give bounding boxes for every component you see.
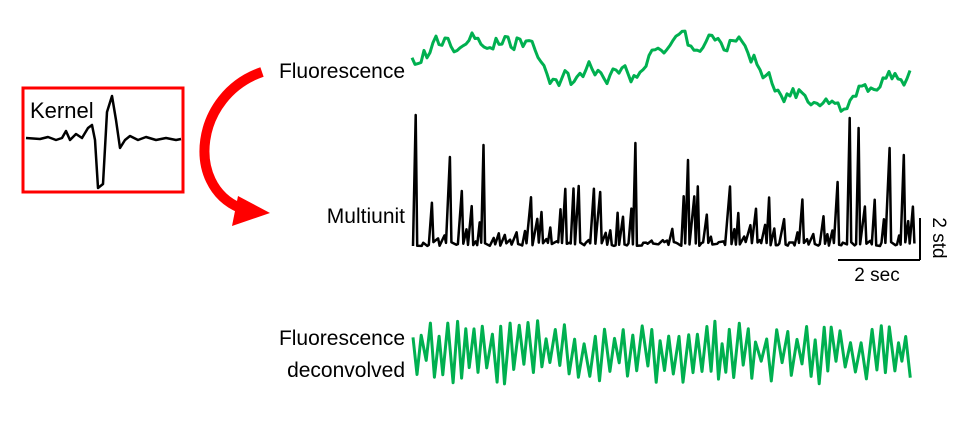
fluorescence-trace: [410, 29, 912, 113]
multiunit-trace: [411, 113, 916, 248]
kernel-label: Kernel: [30, 98, 94, 123]
curved-arrow-head: [232, 196, 270, 226]
deconvolved-trace: [411, 319, 912, 386]
scale-bar-time-label: 2 sec: [854, 265, 899, 286]
kernel-trace: [25, 94, 182, 190]
multiunit-label: Multiunit: [327, 205, 405, 228]
curved-arrow: [199, 67, 264, 213]
fluorescence-label: Fluorescence: [279, 60, 405, 83]
deconvolved-label-line2: deconvolved: [287, 359, 405, 382]
deconvolved-label-line1: Fluorescence: [279, 327, 405, 350]
kernel-box: [21, 86, 185, 194]
scale-bar-amplitude-label: 2 std: [928, 217, 949, 258]
